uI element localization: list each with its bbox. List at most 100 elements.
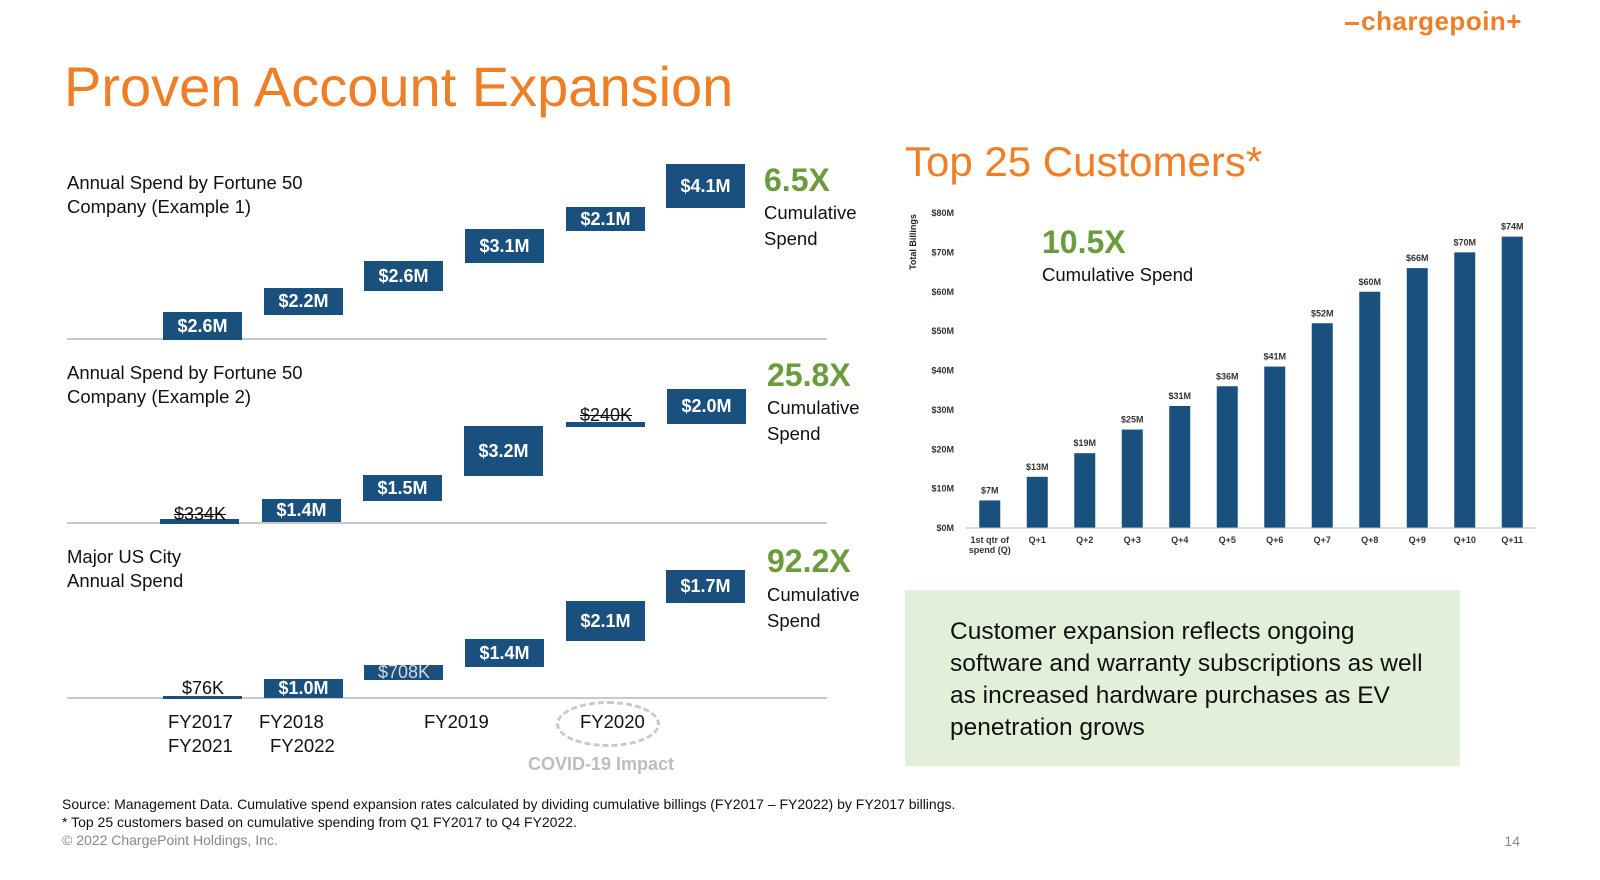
panel-3-multiplier: 92.2X [767, 543, 851, 579]
x-tick-label: Q+6 [1266, 535, 1283, 545]
panel-3-multiplier-sub: Cumulative Spend [767, 582, 860, 634]
bar-value-label: $7M [981, 485, 999, 495]
panel-3-label-line1: Major US City [67, 546, 182, 567]
y-tick-label: $50M [931, 326, 954, 336]
fy2017-label: FY2017 [168, 711, 233, 732]
bar [1264, 366, 1286, 528]
y-tick-label: $60M [931, 287, 954, 297]
panel-3-step-2: $1.0M [264, 678, 343, 698]
bar-value-label: $13M [1026, 462, 1049, 472]
x-tick-label: Q+11 [1501, 535, 1523, 545]
panel-2-sub-line2: Spend [767, 423, 821, 444]
y-tick-label: $20M [931, 444, 954, 454]
panel-1-step-6: $4.1M [666, 164, 745, 208]
fy2022-label: FY2022 [270, 735, 335, 756]
panel-3-step-1-label: $76K [181, 678, 225, 698]
bar-value-label: $52M [1311, 308, 1334, 318]
bar [1454, 252, 1476, 528]
x-axis-labels: 1st qtr of spend (Q) Q+1 Q+2 Q+3 Q+4 Q+5 Q+6 Q+7… [969, 535, 1523, 555]
bar-value-label: $60M [1358, 277, 1381, 287]
x-tick-label: Q+8 [1361, 535, 1378, 545]
bar [1406, 268, 1428, 528]
panel-2-label-line2: Company (Example 2) [67, 386, 252, 407]
panel-2-step-1-label: $334K [173, 504, 227, 524]
top25-title: Top 25 Customers* [905, 138, 1263, 185]
logo-text: chargepoin+ [1361, 6, 1522, 36]
bars [979, 236, 1523, 528]
x-tick-label: Q+9 [1409, 535, 1426, 545]
panel-3-step-3-label: $708K [377, 662, 431, 682]
panel-1-label: Annual Spend by Fortune 50 Company (Exam… [67, 171, 303, 219]
top25-bar-chart: Total Billings $0M $10M $20M $30M $40M $50M $6… [908, 208, 1536, 555]
x-tick-label: 1st qtr of spend (Q) [969, 535, 1011, 555]
bar-value-label: $74M [1501, 222, 1524, 232]
y-tick-label: $10M [931, 484, 954, 494]
panel-1-baseline [67, 338, 827, 340]
x-tick-label: Q+10 [1454, 535, 1476, 545]
footnotes: Source: Management Data. Cumulative spen… [62, 795, 955, 831]
bar [979, 500, 1001, 528]
callout-text: Customer expansion reflects ongoing soft… [950, 618, 1423, 741]
x-tick-label: Q+7 [1314, 535, 1331, 545]
panel-1-step-1: $2.6M [163, 312, 242, 340]
panel-1-step-2: $2.2M [264, 288, 343, 315]
x-tick-label: Q+1 [1029, 535, 1046, 545]
top25-multiplier-sub: Cumulative Spend [1042, 264, 1194, 285]
panel-3-label: Major US City Annual Spend [67, 545, 183, 593]
bar-value-label: $66M [1406, 253, 1429, 263]
panel-3-step-1-bar [163, 696, 242, 699]
chargepoint-logo: chargepoin+ [1345, 6, 1522, 37]
page-number: 14 [1504, 833, 1520, 849]
panel-1-step-4: $3.1M [465, 229, 544, 263]
panel-1-step-3: $2.6M [364, 261, 443, 291]
bar [1121, 429, 1143, 528]
panel-3-baseline [67, 697, 827, 699]
panel-2-multiplier-sub: Cumulative Spend [767, 395, 860, 447]
page-title: Proven Account Expansion [64, 55, 734, 118]
bar-value-label: $19M [1073, 438, 1096, 448]
bar [1026, 476, 1048, 528]
copyright: © 2022 ChargePoint Holdings, Inc. [62, 832, 278, 848]
bar [1216, 386, 1238, 528]
panel-3-label-line2: Annual Spend [67, 570, 184, 591]
bar [1311, 323, 1333, 528]
panel-2-step-2: $1.4M [262, 499, 341, 522]
bar-value-label: $31M [1168, 391, 1191, 401]
x-tick-label: Q+5 [1219, 535, 1236, 545]
y-tick-label: $30M [931, 405, 954, 415]
value-labels: $7M $13M $19M $25M $31M $36M $41M $52M $60M $66M $… [981, 222, 1524, 496]
covid-impact-label: COVID-19 Impact [528, 754, 675, 774]
fy2021-label: FY2021 [168, 735, 233, 756]
bar [1074, 453, 1096, 528]
bar-value-label: $25M [1121, 415, 1144, 425]
bar [1501, 236, 1523, 528]
panel-3-sub-line1: Cumulative [767, 584, 860, 605]
panel-2-step-5-bar [566, 422, 645, 427]
panel-3-step-4: $1.4M [465, 639, 544, 667]
y-tick-label: $80M [931, 208, 954, 218]
panel-3-step-3-bar [364, 665, 443, 680]
bar [1169, 405, 1191, 528]
bar-value-label: $70M [1453, 237, 1476, 247]
y-tick-label: $40M [931, 366, 954, 376]
panel-3-step-6: $1.7M [666, 570, 745, 603]
bar-value-label: $36M [1216, 371, 1239, 381]
panel-3-step-5: $2.1M [566, 601, 645, 641]
fy2018-label: FY2018 [259, 711, 324, 732]
panel-2-baseline [67, 522, 827, 524]
panel-1-sub-line2: Spend [764, 228, 818, 249]
callout-box [905, 590, 1460, 766]
panel-3-sub-line2: Spend [767, 610, 821, 631]
panel-1-step-5: $2.1M [566, 207, 645, 231]
panel-2-step-3: $1.5M [363, 475, 442, 501]
top25-multiplier: 10.5X [1042, 224, 1126, 260]
fy2019-label: FY2019 [424, 711, 489, 732]
panel-2-step-5-label: $240K [579, 405, 633, 425]
x-tick-label: Q+4 [1171, 535, 1188, 545]
panel-2-multiplier: 25.8X [767, 357, 851, 393]
covid-impact-ellipse [556, 701, 660, 747]
panel-1-label-line1: Annual Spend by Fortune 50 [67, 172, 303, 193]
panel-2-label: Annual Spend by Fortune 50 Company (Exam… [67, 361, 303, 409]
source-note: Source: Management Data. Cumulative spen… [62, 796, 956, 812]
x-tick-label: Q+3 [1124, 535, 1141, 545]
